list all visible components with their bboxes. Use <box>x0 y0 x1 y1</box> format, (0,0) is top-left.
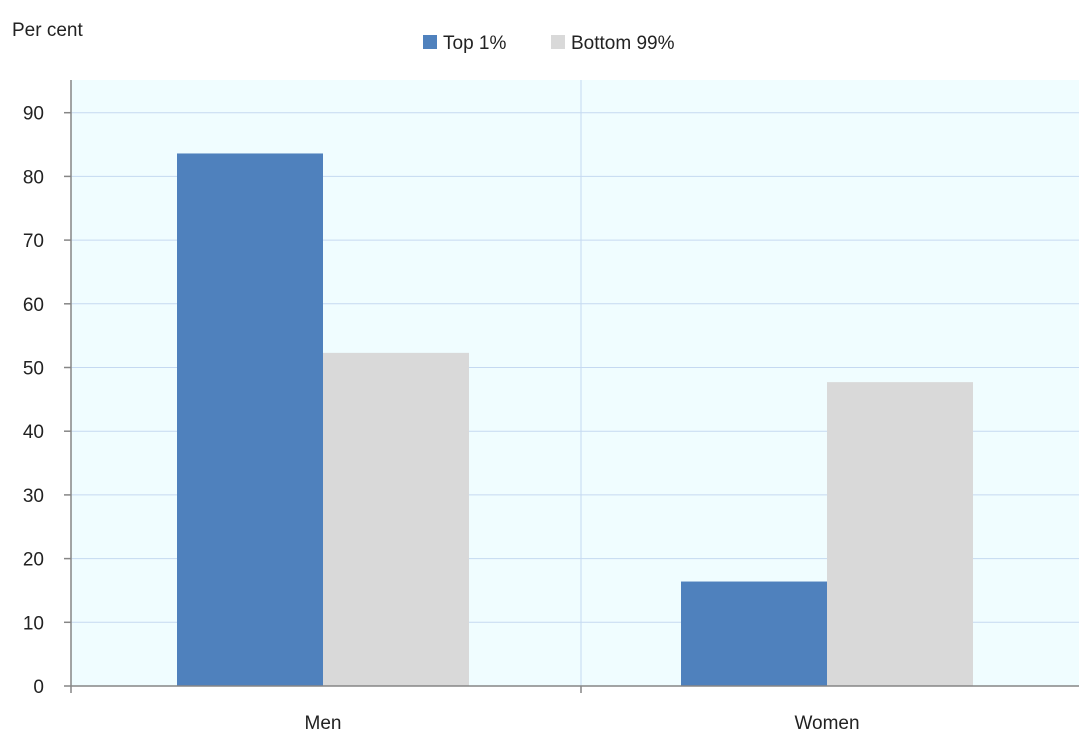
legend-swatch-top-1 <box>423 35 437 49</box>
legend-swatch-bottom-99 <box>551 35 565 49</box>
y-tick-label: 30 <box>23 486 44 507</box>
x-tick-labels: Men Women <box>305 713 860 731</box>
x-tick-label: Women <box>794 713 859 731</box>
y-tick-label: 60 <box>23 295 44 316</box>
bar-women-top-1 <box>681 581 827 686</box>
y-tick-label: 70 <box>23 231 44 252</box>
bars <box>177 153 973 686</box>
y-tick-label: 50 <box>23 359 44 380</box>
axes <box>64 80 1079 693</box>
y-tick-label: 90 <box>23 104 44 125</box>
y-tick-label: 10 <box>23 613 44 634</box>
y-tick-label: 20 <box>23 550 44 571</box>
legend: Top 1% Bottom 99% <box>423 33 675 54</box>
legend-label-top-1: Top 1% <box>443 33 506 54</box>
legend-label-bottom-99: Bottom 99% <box>571 33 675 54</box>
bar-men-bottom-99 <box>323 352 469 686</box>
y-tick-label: 80 <box>23 167 44 188</box>
y-tick-label: 0 <box>33 677 44 698</box>
x-tick-label: Men <box>305 713 342 731</box>
y-tick-labels: 0 10 20 30 40 50 60 70 80 90 <box>23 104 44 698</box>
bar-women-bottom-99 <box>827 382 973 686</box>
y-axis-label: Per cent <box>12 20 83 41</box>
y-tick-label: 40 <box>23 422 44 443</box>
bar-men-top-1 <box>177 153 323 686</box>
